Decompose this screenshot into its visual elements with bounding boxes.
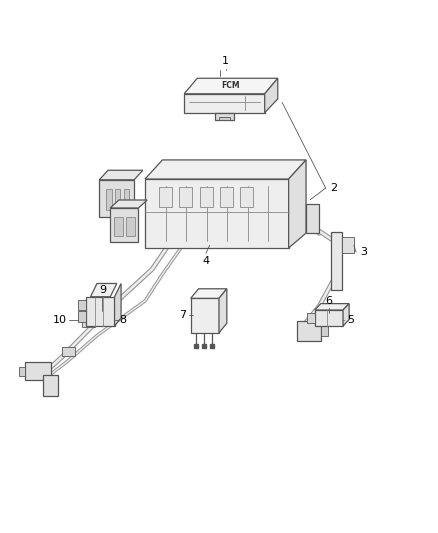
Polygon shape: [240, 187, 253, 207]
Polygon shape: [99, 180, 134, 217]
Polygon shape: [306, 204, 319, 233]
Polygon shape: [315, 304, 349, 310]
Text: 1: 1: [222, 56, 229, 66]
Polygon shape: [78, 311, 86, 321]
Polygon shape: [110, 208, 138, 243]
Polygon shape: [219, 117, 230, 120]
Polygon shape: [219, 289, 227, 333]
Polygon shape: [126, 216, 135, 236]
Polygon shape: [82, 317, 95, 327]
Text: 2: 2: [330, 183, 337, 193]
Polygon shape: [184, 94, 265, 113]
Polygon shape: [115, 189, 120, 209]
Polygon shape: [191, 298, 219, 333]
Polygon shape: [106, 189, 112, 209]
Text: FCM: FCM: [222, 82, 240, 90]
Text: 5: 5: [347, 314, 354, 325]
Text: 7: 7: [179, 310, 186, 320]
Polygon shape: [289, 160, 306, 248]
Polygon shape: [19, 367, 25, 376]
Text: 8: 8: [119, 314, 126, 325]
Polygon shape: [184, 78, 278, 94]
Polygon shape: [62, 346, 75, 356]
Text: 9: 9: [99, 285, 106, 295]
Polygon shape: [342, 237, 354, 253]
Polygon shape: [297, 320, 321, 341]
Text: 4: 4: [202, 256, 209, 266]
Polygon shape: [86, 297, 115, 326]
Polygon shape: [114, 216, 123, 236]
Polygon shape: [91, 284, 117, 297]
Polygon shape: [25, 362, 51, 381]
Polygon shape: [200, 187, 212, 207]
Polygon shape: [215, 113, 234, 120]
Polygon shape: [307, 313, 315, 322]
Polygon shape: [180, 187, 192, 207]
Polygon shape: [321, 326, 328, 336]
Polygon shape: [220, 187, 233, 207]
Polygon shape: [110, 200, 147, 208]
Polygon shape: [315, 310, 343, 326]
Polygon shape: [43, 375, 58, 397]
Polygon shape: [343, 304, 349, 326]
Polygon shape: [331, 232, 342, 290]
Polygon shape: [159, 187, 172, 207]
Text: 6: 6: [325, 296, 332, 306]
Polygon shape: [265, 78, 278, 113]
Polygon shape: [78, 300, 86, 310]
Polygon shape: [191, 289, 227, 298]
Polygon shape: [124, 189, 129, 209]
Polygon shape: [145, 160, 306, 179]
Polygon shape: [145, 179, 289, 248]
Polygon shape: [115, 284, 121, 326]
Text: 3: 3: [360, 247, 367, 257]
Text: 10: 10: [53, 314, 67, 325]
Polygon shape: [99, 170, 143, 180]
